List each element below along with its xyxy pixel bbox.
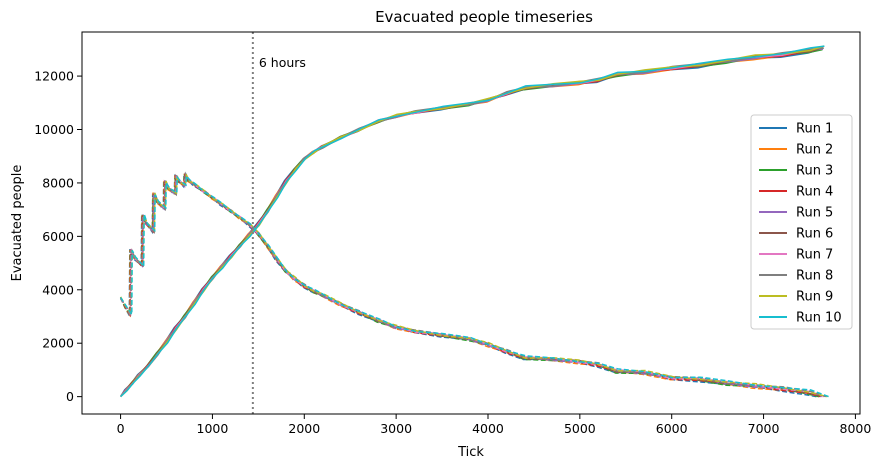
series-lines xyxy=(119,45,830,398)
series-line-evacuated xyxy=(119,47,823,397)
legend-label: Run 4 xyxy=(796,185,833,200)
series-line-remaining xyxy=(119,174,830,398)
series-line-evacuated xyxy=(119,48,823,398)
legend-label: Run 6 xyxy=(796,227,833,242)
legend-label: Run 2 xyxy=(796,143,833,158)
x-tick-label: 6000 xyxy=(656,421,688,436)
x-axis: 0 1000 2000 3000 4000 5000 6000 7000 8000 xyxy=(117,414,872,436)
series-line-evacuated xyxy=(119,48,824,398)
series-line-remaining xyxy=(119,173,821,398)
series-line-evacuated xyxy=(119,47,824,398)
x-tick-label: 1000 xyxy=(197,421,229,436)
y-tick-label: 4000 xyxy=(42,282,74,297)
legend-label: Run 7 xyxy=(796,248,833,263)
legend-label: Run 1 xyxy=(796,122,833,137)
chart-title: Evacuated people timeseries xyxy=(375,8,593,26)
x-tick-label: 3000 xyxy=(380,421,412,436)
legend-label: Run 10 xyxy=(796,311,842,326)
legend-label: Run 8 xyxy=(796,269,833,284)
series-line-evacuated xyxy=(120,47,824,398)
y-axis: 0 2000 4000 6000 8000 10000 12000 xyxy=(34,69,82,404)
x-tick-label: 8000 xyxy=(840,421,872,436)
y-tick-label: 2000 xyxy=(42,336,74,351)
six-hours-annotation: 6 hours xyxy=(259,55,306,70)
y-tick-label: 6000 xyxy=(42,229,74,244)
y-axis-label: Evacuated people xyxy=(10,165,25,282)
legend-label: Run 9 xyxy=(796,290,833,305)
x-tick-label: 4000 xyxy=(472,421,504,436)
legend-label: Run 3 xyxy=(796,164,833,179)
series-line-remaining xyxy=(119,174,828,398)
x-tick-label: 0 xyxy=(117,421,125,436)
legend: Run 1 Run 2 Run 3 Run 4 Run 5 Run 6 Run 7 Run 8… xyxy=(750,114,853,330)
x-tick-label: 7000 xyxy=(748,421,780,436)
x-tick-label: 2000 xyxy=(288,421,320,436)
y-tick-label: 0 xyxy=(66,389,74,404)
series-line-evacuated xyxy=(120,48,823,398)
plot-frame xyxy=(81,31,861,415)
series-line-evacuated xyxy=(120,45,825,398)
x-tick-label: 5000 xyxy=(564,421,596,436)
series-line-remaining xyxy=(119,172,824,398)
x-axis-label: Tick xyxy=(457,445,484,460)
y-tick-label: 8000 xyxy=(42,175,74,190)
series-line-evacuated xyxy=(120,45,824,398)
series-line-evacuated xyxy=(120,45,825,398)
y-tick-label: 10000 xyxy=(34,122,74,137)
series-line-evacuated xyxy=(120,46,823,398)
y-tick-label: 12000 xyxy=(34,69,74,84)
legend-label: Run 5 xyxy=(796,206,833,221)
